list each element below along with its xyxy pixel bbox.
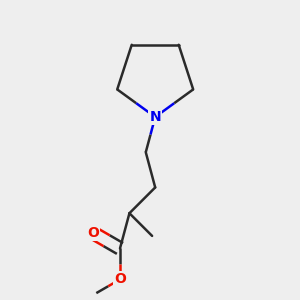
Text: O: O	[87, 226, 99, 240]
Text: O: O	[114, 272, 126, 286]
Text: N: N	[149, 110, 161, 124]
